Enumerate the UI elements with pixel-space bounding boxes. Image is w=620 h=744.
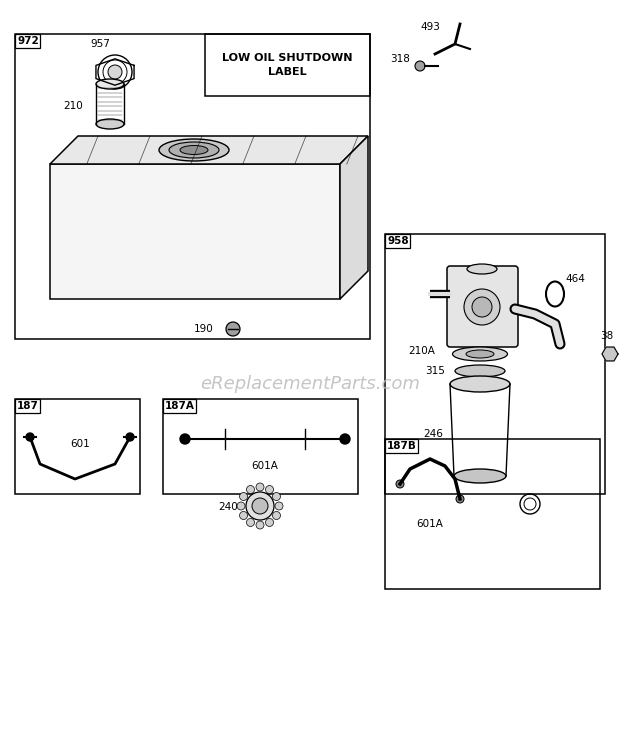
Ellipse shape bbox=[180, 146, 208, 155]
Text: 190: 190 bbox=[194, 324, 214, 334]
Text: 972: 972 bbox=[17, 36, 38, 46]
Text: 957: 957 bbox=[90, 39, 110, 49]
Text: 601A: 601A bbox=[417, 519, 443, 529]
Bar bbox=[15, 34, 370, 339]
Circle shape bbox=[340, 434, 350, 444]
Polygon shape bbox=[602, 347, 618, 361]
Ellipse shape bbox=[169, 142, 219, 158]
Text: 318: 318 bbox=[390, 54, 410, 64]
Circle shape bbox=[256, 483, 264, 491]
Text: 958: 958 bbox=[387, 236, 409, 246]
Ellipse shape bbox=[96, 119, 124, 129]
Bar bbox=[385, 234, 605, 494]
Circle shape bbox=[246, 492, 274, 520]
Circle shape bbox=[180, 434, 190, 444]
Circle shape bbox=[247, 519, 254, 527]
Text: 246: 246 bbox=[423, 429, 443, 439]
Text: 601: 601 bbox=[70, 439, 90, 449]
Ellipse shape bbox=[450, 376, 510, 392]
Text: 493: 493 bbox=[420, 22, 440, 32]
Circle shape bbox=[126, 433, 134, 441]
Text: 187: 187 bbox=[17, 401, 39, 411]
Text: 187B: 187B bbox=[387, 441, 417, 451]
Text: 210A: 210A bbox=[408, 346, 435, 356]
Bar bbox=[163, 399, 358, 494]
Circle shape bbox=[247, 486, 254, 493]
Text: 38: 38 bbox=[600, 331, 614, 341]
Circle shape bbox=[265, 486, 273, 493]
Circle shape bbox=[456, 495, 464, 503]
Circle shape bbox=[464, 289, 500, 325]
Text: LOW OIL SHUTDOWN
LABEL: LOW OIL SHUTDOWN LABEL bbox=[222, 54, 352, 77]
Text: eReplacementParts.com: eReplacementParts.com bbox=[200, 375, 420, 393]
Ellipse shape bbox=[159, 139, 229, 161]
Circle shape bbox=[472, 297, 492, 317]
Text: 601A: 601A bbox=[252, 461, 278, 471]
Circle shape bbox=[237, 502, 245, 510]
Text: 240: 240 bbox=[218, 502, 238, 512]
Circle shape bbox=[265, 519, 273, 527]
Ellipse shape bbox=[455, 365, 505, 377]
Circle shape bbox=[256, 521, 264, 529]
Text: 187A: 187A bbox=[165, 401, 195, 411]
FancyBboxPatch shape bbox=[447, 266, 518, 347]
Circle shape bbox=[272, 512, 280, 519]
Circle shape bbox=[26, 433, 34, 441]
Ellipse shape bbox=[453, 347, 508, 361]
Bar bbox=[15, 399, 140, 494]
Bar bbox=[385, 439, 600, 589]
Circle shape bbox=[415, 61, 425, 71]
Text: 315: 315 bbox=[425, 366, 445, 376]
Circle shape bbox=[239, 493, 247, 501]
Polygon shape bbox=[50, 136, 368, 164]
Circle shape bbox=[275, 502, 283, 510]
Text: 464: 464 bbox=[565, 274, 585, 284]
Circle shape bbox=[239, 512, 247, 519]
Circle shape bbox=[108, 65, 122, 79]
Text: 210: 210 bbox=[63, 101, 83, 111]
Circle shape bbox=[226, 322, 240, 336]
Bar bbox=[205, 34, 370, 96]
Ellipse shape bbox=[466, 350, 494, 358]
Ellipse shape bbox=[467, 264, 497, 274]
Ellipse shape bbox=[454, 469, 506, 483]
Circle shape bbox=[252, 498, 268, 514]
Circle shape bbox=[272, 493, 280, 501]
Polygon shape bbox=[340, 136, 368, 299]
Ellipse shape bbox=[96, 79, 124, 89]
Polygon shape bbox=[50, 164, 340, 299]
Circle shape bbox=[396, 480, 404, 488]
